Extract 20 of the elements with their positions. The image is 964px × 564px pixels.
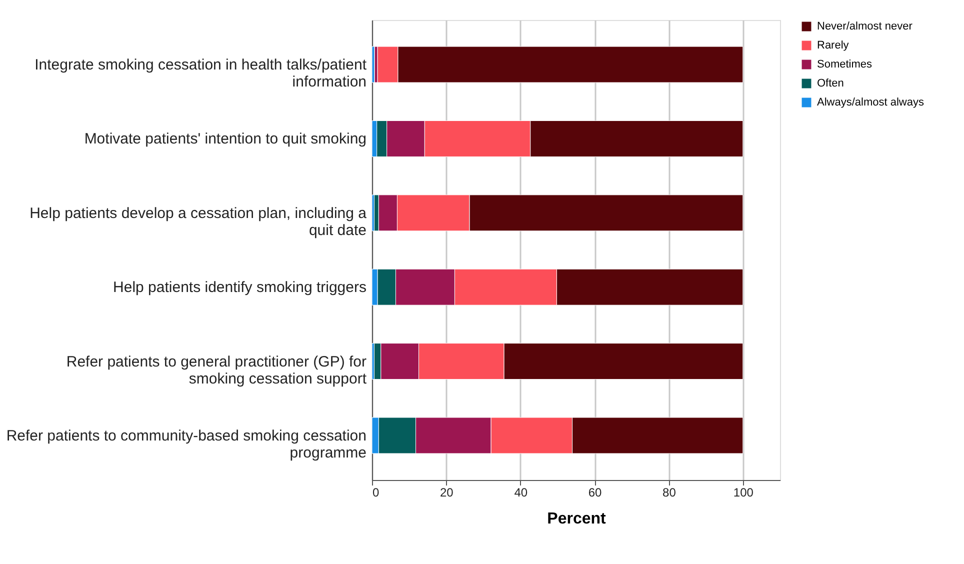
y-tick-label: Motivate patients' intention to quit smoking bbox=[84, 130, 366, 148]
x-tick-label: 80 bbox=[662, 486, 676, 500]
x-axis-title: Percent bbox=[547, 510, 607, 528]
y-tick-label: Help patients develop a cessation plan, including a quit date bbox=[30, 204, 368, 239]
bar bbox=[372, 194, 374, 232]
y-tick-label: Refer patients to community-based smoking cessation programme bbox=[6, 427, 366, 462]
legend-label: Always/almost always bbox=[817, 96, 924, 108]
y-tick-label: Integrate smoking cessation in health talks/patient information bbox=[34, 56, 368, 91]
legend-label: Rarely bbox=[817, 40, 850, 52]
legend-label: Often bbox=[817, 78, 844, 90]
y-tick-label: Refer patients to general practitioner (GP) for smoking cessation support bbox=[66, 353, 368, 388]
x-tick-label: 60 bbox=[588, 486, 602, 500]
x-tick-label: 0 bbox=[372, 486, 380, 500]
bar bbox=[372, 46, 375, 83]
legend-label: Never/almost never bbox=[817, 20, 913, 32]
x-tick-label: 40 bbox=[514, 486, 528, 500]
legend-label: Sometimes bbox=[817, 58, 873, 70]
x-tick-label: 20 bbox=[440, 486, 454, 500]
y-tick-label: Help patients identify smoking triggers bbox=[113, 279, 366, 296]
x-tick-label: 100 bbox=[733, 486, 754, 500]
